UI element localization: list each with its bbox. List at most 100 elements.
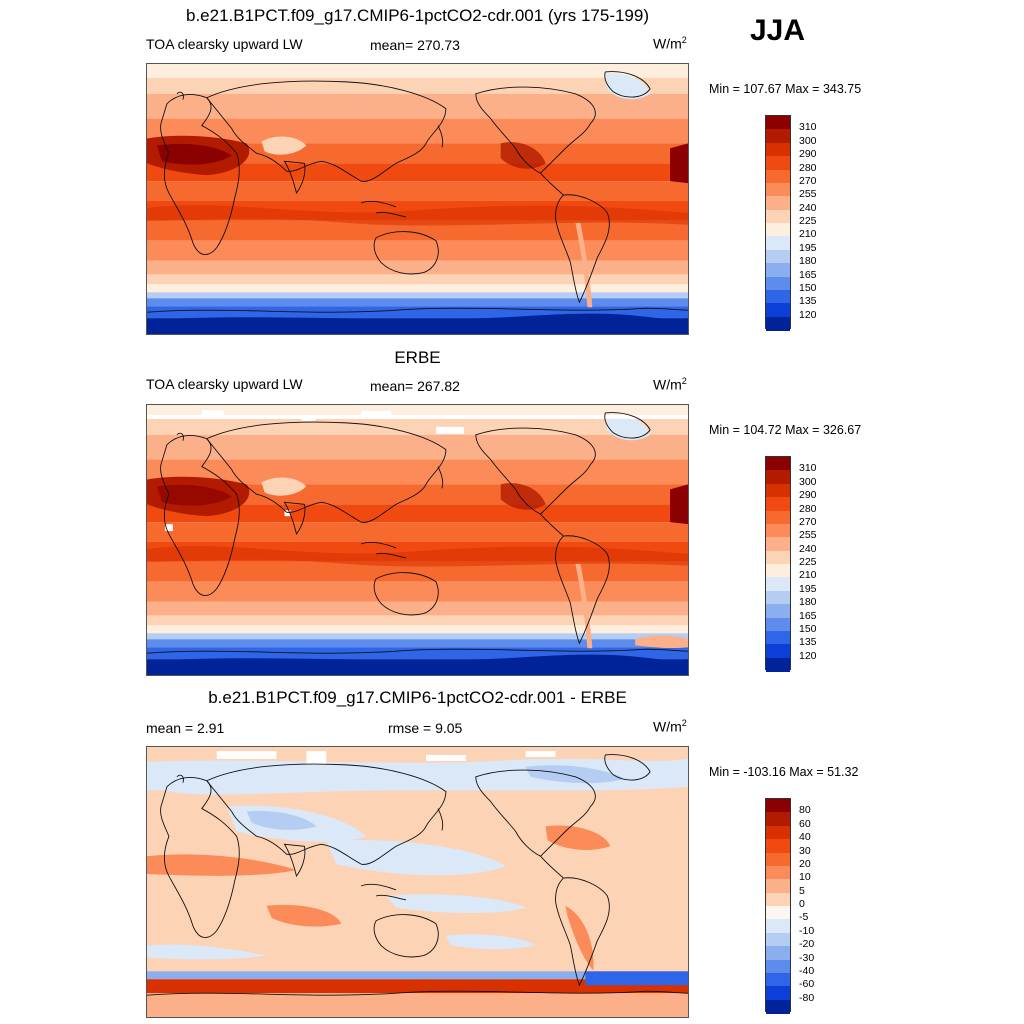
colorbar-swatch [766, 196, 790, 211]
colorbar-swatch [766, 129, 790, 144]
colorbar-swatch [766, 657, 790, 672]
colorbar-swatch [766, 644, 790, 659]
panel2-variable-label: TOA clearsky upward LW [146, 376, 303, 392]
colorbar-tick-label: 310 [799, 121, 817, 134]
colorbar-tick-label: 195 [799, 582, 817, 595]
colorbar-swatch [766, 483, 790, 498]
colorbar-tick-label: 290 [799, 489, 817, 502]
colorbar-tick-label: 135 [799, 636, 817, 649]
panel2-minmax: Min = 104.72 Max = 326.67 [709, 423, 862, 437]
colorbar-swatch [766, 550, 790, 565]
colorbar-tick-label: 300 [799, 475, 817, 488]
colorbar-tick-label: 80 [799, 804, 811, 817]
colorbar-tick-label: -60 [799, 978, 815, 991]
colorbar-swatch [766, 223, 790, 237]
panel2-title: ERBE [394, 348, 441, 367]
panel2-map [146, 404, 689, 676]
panel3-rmse-label: rmse = 9.05 [388, 720, 463, 736]
colorbar-tick-label: 135 [799, 295, 817, 308]
colorbar-swatch [766, 303, 790, 318]
panel1-mean-label: mean= 270.73 [370, 37, 460, 53]
season-label: JJA [750, 14, 806, 47]
colorbar-swatch [766, 523, 790, 538]
colorbar-swatch [766, 946, 790, 960]
colorbar-swatch [766, 316, 790, 331]
colorbar-tick-label: -10 [799, 924, 815, 937]
colorbar-tick-label: 20 [799, 857, 811, 870]
colorbar-tick-label: 280 [799, 502, 817, 515]
colorbar-swatch [766, 276, 790, 291]
panel2-mean-label: mean= 267.82 [370, 378, 460, 394]
colorbar-swatch [766, 457, 790, 471]
colorbar-swatch [766, 236, 790, 251]
colorbar-tick-label: 240 [799, 201, 817, 214]
panel3-map [146, 746, 689, 1018]
panel3-colorbar [765, 798, 791, 1014]
colorbar-swatch [766, 564, 790, 578]
colorbar-tick-label: 310 [799, 462, 817, 475]
colorbar-swatch [766, 169, 790, 184]
colorbar-tick-label: 210 [799, 228, 817, 241]
panel1-variable-label: TOA clearsky upward LW [146, 36, 303, 52]
colorbar-swatch [766, 537, 790, 552]
colorbar-swatch [766, 972, 790, 987]
colorbar-tick-label: 60 [799, 817, 811, 830]
colorbar-swatch [766, 839, 790, 853]
colorbar-swatch [766, 812, 790, 827]
colorbar-tick-label: 0 [799, 898, 805, 910]
colorbar-tick-label: 255 [799, 529, 817, 542]
colorbar-swatch [766, 263, 790, 277]
colorbar-swatch [766, 249, 790, 264]
colorbar-swatch [766, 510, 790, 525]
colorbar-tick-label: 270 [799, 174, 817, 187]
colorbar-tick-label: 225 [799, 215, 817, 227]
colorbar-tick-label: 290 [799, 148, 817, 161]
colorbar-tick-label: 300 [799, 134, 817, 147]
colorbar-swatch [766, 999, 790, 1014]
colorbar-tick-label: 255 [799, 188, 817, 201]
panel1-title: b.e21.B1PCT.f09_g17.CMIP6-1pctCO2-cdr.00… [185, 6, 650, 25]
colorbar-tick-label: -30 [799, 951, 815, 964]
colorbar-swatch [766, 852, 790, 867]
panel3-mean-label: mean = 2.91 [146, 720, 225, 736]
colorbar-tick-label: 180 [799, 255, 817, 268]
colorbar-tick-label: 270 [799, 515, 817, 528]
colorbar-swatch [766, 604, 790, 618]
colorbar-tick-label: 225 [799, 556, 817, 568]
colorbar-tick-label: 240 [799, 542, 817, 555]
colorbar-tick-label: 165 [799, 268, 817, 281]
colorbar-tick-label: -5 [799, 911, 809, 924]
colorbar-swatch [766, 182, 790, 197]
panel1-unit: W/m2 [653, 35, 687, 52]
colorbar-tick-label: -40 [799, 964, 815, 977]
colorbar-tick-label: 120 [799, 308, 817, 321]
colorbar-swatch [766, 470, 790, 485]
colorbar-swatch [766, 617, 790, 632]
colorbar-swatch [766, 865, 790, 880]
colorbar-swatch [766, 906, 790, 920]
colorbar-swatch [766, 986, 790, 1001]
panel1-minmax: Min = 107.67 Max = 343.75 [709, 82, 862, 96]
colorbar-tick-label: 280 [799, 161, 817, 174]
panel3-unit: W/m2 [653, 718, 687, 735]
colorbar-swatch [766, 209, 790, 224]
panel2-unit: W/m2 [653, 376, 687, 393]
colorbar-swatch [766, 156, 790, 170]
colorbar-tick-label: 195 [799, 241, 817, 254]
colorbar-swatch [766, 825, 790, 840]
colorbar-tick-label: 40 [799, 831, 811, 844]
colorbar-swatch [766, 630, 790, 645]
colorbar-swatch [766, 959, 790, 974]
colorbar-tick-label: 5 [799, 884, 805, 897]
colorbar-swatch [766, 919, 790, 934]
panel1-map [146, 63, 689, 335]
colorbar-tick-label: 10 [799, 871, 811, 884]
colorbar-tick-label: 150 [799, 281, 817, 294]
colorbar-tick-label: -80 [799, 991, 815, 1004]
panel2-colorbar [765, 456, 791, 672]
colorbar-swatch [766, 577, 790, 592]
colorbar-tick-label: 30 [799, 844, 811, 857]
colorbar-swatch [766, 116, 790, 130]
colorbar-tick-label: 120 [799, 649, 817, 662]
colorbar-tick-label: 150 [799, 622, 817, 635]
